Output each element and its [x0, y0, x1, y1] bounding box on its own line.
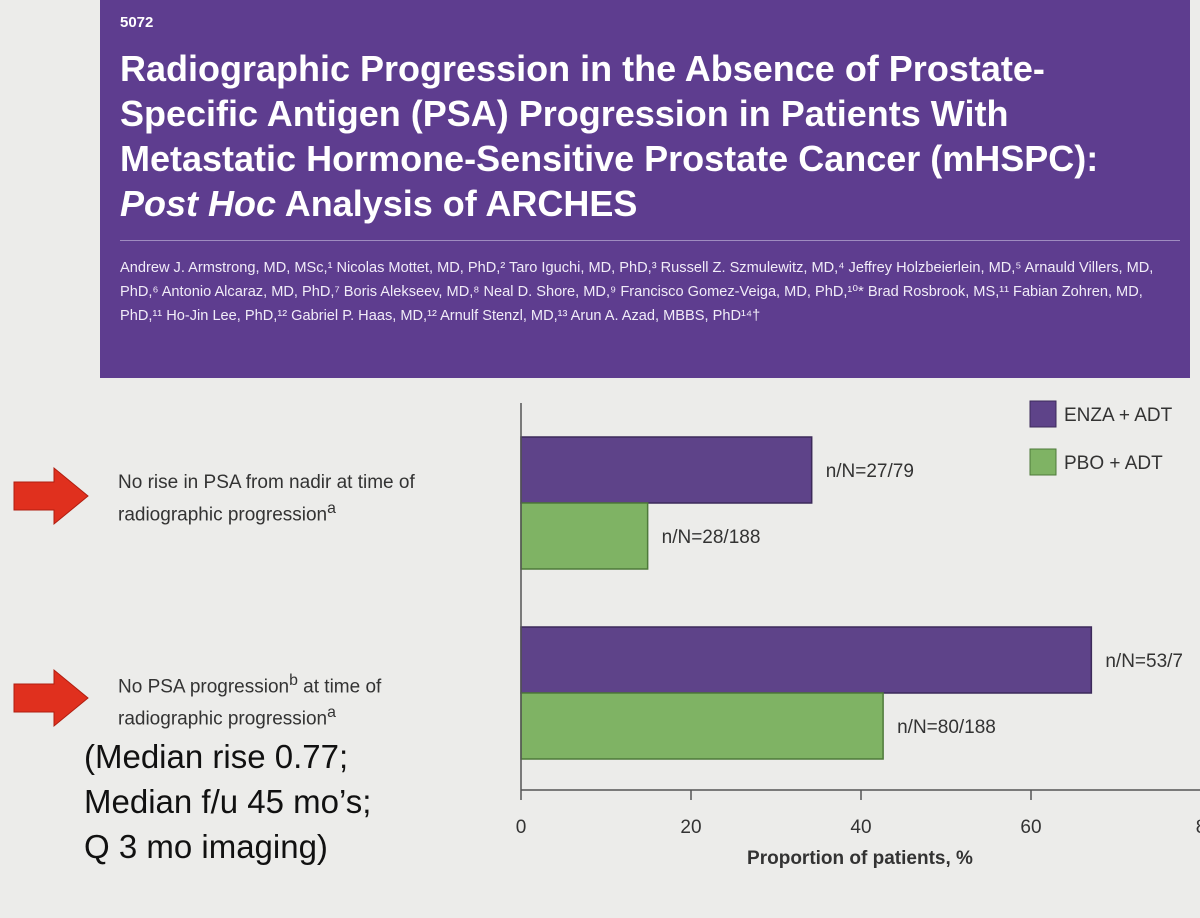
legend-swatch-pbo	[1029, 448, 1057, 476]
category-label-no-psa-progression: No PSA progressionb at time of radiograp…	[118, 668, 381, 733]
x-tick-label-1: 20	[680, 817, 701, 838]
bar-label-pbo-0: n/N=28/188	[662, 527, 761, 548]
bars-group	[520, 436, 1093, 760]
legend-label-pbo: PBO + ADT	[1064, 453, 1163, 474]
red-right-arrow-icon	[13, 466, 89, 526]
category-line-1: No PSA progressionb at time of	[118, 672, 382, 698]
author-list: Andrew J. Armstrong, MD, MSc,¹ Nicolas M…	[120, 260, 1154, 324]
study-footnote: (Median rise 0.77; Median f/u 45 mo’s; Q…	[84, 734, 504, 869]
abstract-number: 5072	[120, 14, 154, 31]
bar-pbo-0	[520, 502, 649, 570]
bar-enza-1	[520, 626, 1093, 694]
title-main: Radiographic Progression in the Absence …	[120, 48, 1099, 179]
title-divider	[120, 240, 1180, 241]
x-tick-label-4: 8	[1196, 817, 1200, 838]
bar-label-pbo-1: n/N=80/188	[897, 717, 996, 738]
legend-label-enza: ENZA + ADT	[1064, 405, 1173, 426]
arrow-shape	[13, 668, 89, 728]
footnote-line-1: (Median rise 0.77;	[84, 738, 349, 775]
poster-header: 5072 Radiographic Progression in the Abs…	[100, 0, 1190, 378]
title-italic: Post Hoc	[120, 183, 277, 224]
category-line-2: radiographic progressiona	[118, 704, 336, 730]
bar-enza-0	[520, 436, 813, 504]
bar-pbo-1	[520, 692, 884, 760]
category-line-1: No rise in PSA from nadir at time of	[118, 472, 415, 493]
x-tick-label-2: 40	[850, 817, 871, 838]
arrow-shape	[13, 466, 89, 526]
red-right-arrow-icon	[13, 668, 89, 728]
x-tick-label-0: 0	[516, 817, 527, 838]
footnote-line-2: Median f/u 45 mo’s;	[84, 783, 372, 820]
category-label-no-rise-psa: No rise in PSA from nadir at time of rad…	[118, 470, 415, 528]
title-end: Analysis of ARCHES	[276, 183, 638, 224]
footnote-line-3: Q 3 mo imaging)	[84, 828, 328, 865]
bar-label-enza-1: n/N=53/7	[1105, 651, 1183, 672]
category-line-2: radiographic progressiona	[118, 500, 336, 526]
axes-group: 0 20 40 60 8	[516, 403, 1200, 838]
x-axis-title: Proportion of patients, %	[747, 848, 973, 869]
legend: ENZA + ADT PBO + ADT	[1029, 400, 1173, 476]
bar-labels-group: n/N=27/79 n/N=53/7 n/N=28/188 n/N=80/188	[662, 461, 1183, 738]
x-tick-label-3: 60	[1020, 817, 1041, 838]
poster-title: Radiographic Progression in the Absence …	[120, 46, 1180, 226]
legend-swatch-enza	[1029, 400, 1057, 428]
bar-label-enza-0: n/N=27/79	[826, 461, 914, 482]
